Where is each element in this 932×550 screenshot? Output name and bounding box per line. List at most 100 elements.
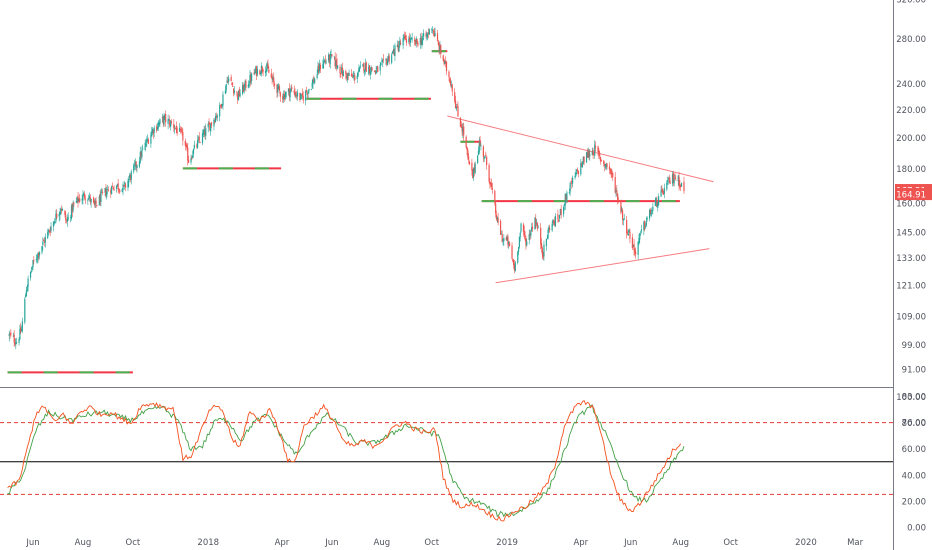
candle-body[interactable] [508,241,510,244]
candle-body[interactable] [474,163,476,173]
candle-body[interactable] [472,170,474,179]
candle-body[interactable] [184,140,186,146]
candle-body[interactable] [238,89,240,97]
candle-body[interactable] [386,59,388,65]
candle-body[interactable] [37,252,39,258]
candle-body[interactable] [26,286,28,292]
candle-body[interactable] [588,151,590,158]
candle-body[interactable] [129,174,132,180]
candle-body[interactable] [145,144,147,146]
candle-body[interactable] [377,66,379,73]
candle-body[interactable] [522,224,525,232]
candle-body[interactable] [551,223,553,231]
candle-body[interactable] [678,176,680,186]
candle-body[interactable] [59,211,61,215]
candle-body[interactable] [387,56,389,61]
candle-body[interactable] [204,130,206,136]
candle-body[interactable] [70,205,73,219]
candle-body[interactable] [129,175,131,178]
candle-body[interactable] [477,150,480,155]
candle-body[interactable] [121,188,123,193]
candle-body[interactable] [351,74,353,76]
candle-body[interactable] [43,240,45,241]
candle-body[interactable] [674,177,676,179]
candle-body[interactable] [621,209,623,212]
candle-body[interactable] [525,238,527,246]
candle-body[interactable] [650,212,652,217]
candle-body[interactable] [75,200,77,203]
candle-body[interactable] [116,184,118,186]
candle-body[interactable] [54,222,56,224]
candle-body[interactable] [228,78,230,82]
candle-body[interactable] [363,62,365,71]
candle-body[interactable] [61,208,64,211]
candle-body[interactable] [48,230,50,232]
candle-body[interactable] [461,126,463,132]
candle-body[interactable] [21,321,23,331]
candle-body[interactable] [151,129,154,134]
candle-body[interactable] [13,334,15,343]
candle-body[interactable] [547,230,549,239]
candle-body[interactable] [663,188,665,194]
candle-body[interactable] [603,160,605,164]
candle-body[interactable] [30,270,32,272]
candle-body[interactable] [425,33,427,37]
candle-body[interactable] [427,33,429,36]
candle-body[interactable] [585,152,588,163]
candle-body[interactable] [591,151,593,155]
candle-body[interactable] [16,342,18,344]
candle-body[interactable] [273,83,276,86]
candle-body[interactable] [614,177,616,193]
candle-body[interactable] [187,147,189,161]
candle-body[interactable] [611,173,613,174]
candle-body[interactable] [421,39,423,46]
candle-body[interactable] [313,79,315,83]
candle-body[interactable] [233,90,236,93]
candle-body[interactable] [193,144,195,148]
candle-body[interactable] [428,28,430,35]
candle-body[interactable] [669,180,671,184]
candle-body[interactable] [545,239,548,247]
candle-body[interactable] [242,84,244,94]
candle-body[interactable] [182,132,184,141]
candle-body[interactable] [248,83,250,87]
candle-body[interactable] [92,197,95,203]
candle-body[interactable] [79,198,81,202]
candle-body[interactable] [43,240,46,243]
candle-body[interactable] [565,194,567,200]
candle-body[interactable] [603,164,606,166]
candle-body[interactable] [12,335,14,337]
candle-body[interactable] [414,39,417,45]
candle-body[interactable] [124,182,126,185]
candle-body[interactable] [581,162,584,168]
candle-body[interactable] [150,134,152,144]
candle-body[interactable] [495,214,498,220]
candle-body[interactable] [41,246,43,253]
candle-body[interactable] [272,77,274,80]
candle-body[interactable] [293,90,295,93]
candle-body[interactable] [543,244,545,257]
candle-body[interactable] [96,204,98,206]
candle-body[interactable] [651,210,653,212]
candle-body[interactable] [38,252,41,256]
candle-body[interactable] [55,213,57,222]
candle-body[interactable] [156,126,158,131]
candle-body[interactable] [33,260,35,262]
candle-body[interactable] [448,71,450,78]
candle-body[interactable] [66,219,68,222]
candle-body[interactable] [328,54,330,61]
candle-body[interactable] [157,123,159,129]
candle-body[interactable] [232,85,234,88]
candle-body[interactable] [634,249,636,254]
candle-body[interactable] [340,73,342,75]
candle-body[interactable] [290,88,292,91]
candle-body[interactable] [422,37,424,41]
candle-body[interactable] [31,267,33,269]
candle-body[interactable] [610,169,612,175]
candle-body[interactable] [61,209,63,212]
candle-body[interactable] [283,93,285,100]
candle-body[interactable] [282,94,285,100]
candle-body[interactable] [376,67,378,69]
candle-body[interactable] [118,189,120,191]
candle-body[interactable] [577,170,579,174]
